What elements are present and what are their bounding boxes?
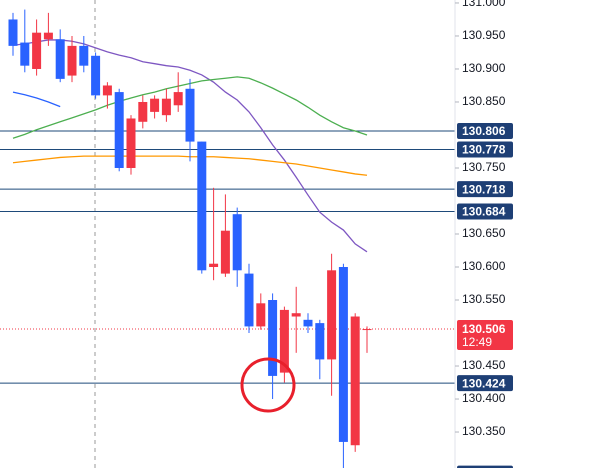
candle-body [291, 313, 301, 317]
level-box [457, 203, 513, 220]
candle-body [220, 230, 230, 274]
level-label: 130.718 [462, 182, 506, 196]
candle-body [173, 92, 183, 106]
candle-body [268, 300, 278, 376]
candle-body [20, 42, 30, 66]
level-label: 130.806 [462, 124, 506, 138]
candle-body [138, 101, 148, 122]
candle-body [43, 32, 53, 40]
candle-body [150, 98, 160, 112]
candle-body [79, 45, 89, 66]
current-price-box [457, 320, 513, 351]
candle-body [350, 316, 360, 446]
candle-body [102, 85, 112, 96]
candle-body [114, 92, 124, 168]
level-tag: 130.684 [457, 203, 513, 220]
candle-body [209, 263, 219, 268]
level-label: 130.684 [462, 205, 506, 219]
y-tick-label: 130.850 [462, 94, 506, 108]
candle-body [244, 273, 254, 327]
y-tick-label: 130.400 [462, 391, 506, 405]
candle-body [185, 88, 195, 142]
y-tick-label: 130.750 [462, 160, 506, 174]
candle-body [362, 329, 372, 331]
candle-body [197, 141, 207, 271]
candle-body [67, 45, 77, 76]
candle-body [8, 19, 18, 46]
candle-body [32, 32, 42, 69]
level-tag: 130.806 [457, 123, 513, 140]
level-label: 130.287 [462, 467, 506, 468]
current-price-label: 130.506 [462, 322, 506, 336]
level-label: 130.424 [462, 376, 506, 390]
candle-body [126, 118, 136, 168]
y-tick-label: 130.650 [462, 226, 506, 240]
candle-body [55, 39, 65, 79]
annotation-circle [240, 357, 296, 413]
y-tick-label: 130.900 [462, 61, 506, 75]
level-box [457, 123, 513, 140]
candle-body [161, 98, 171, 116]
level-box [457, 375, 513, 392]
level-tag: 130.778 [457, 141, 513, 158]
level-tag: 130.718 [457, 181, 513, 198]
y-tick-label: 130.550 [462, 292, 506, 306]
candle-body [327, 270, 337, 360]
level-tag: 130.424 [457, 375, 513, 392]
candle-body [256, 303, 266, 327]
candle-body [338, 267, 348, 442]
candle-body [303, 319, 313, 327]
level-box [457, 141, 513, 158]
y-tick-label: 130.950 [462, 28, 506, 42]
level-box [457, 465, 513, 468]
y-tick-label: 130.450 [462, 358, 506, 372]
y-tick-label: 131.000 [462, 0, 506, 9]
candle-body [232, 214, 242, 271]
candle-body [91, 55, 101, 96]
level-box [457, 181, 513, 198]
candle-body [315, 323, 325, 360]
level-tag: 130.287 [457, 465, 513, 468]
countdown-label: 12:49 [462, 335, 492, 349]
moving-average-line [12, 91, 61, 108]
y-tick-label: 130.350 [462, 424, 506, 438]
level-label: 130.778 [462, 143, 506, 157]
candle-body [279, 309, 289, 373]
y-tick-label: 130.600 [462, 259, 506, 273]
